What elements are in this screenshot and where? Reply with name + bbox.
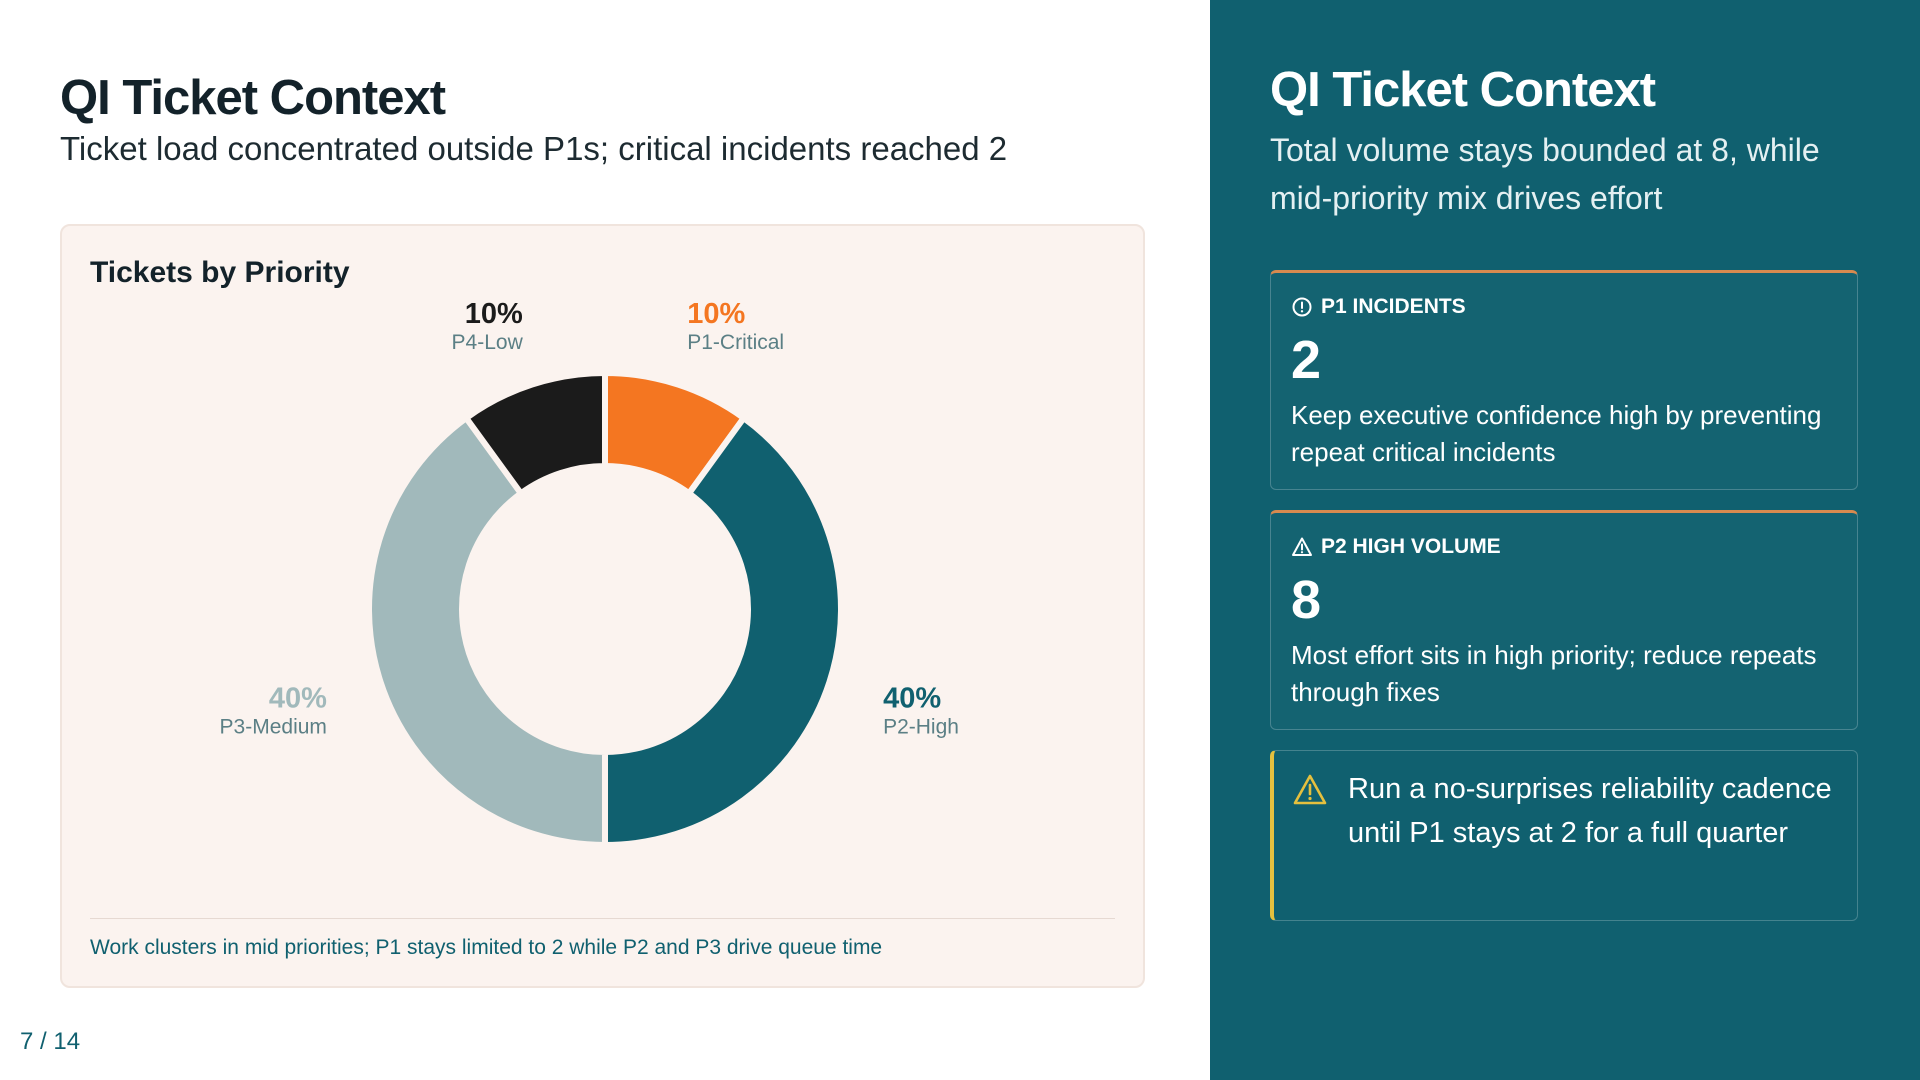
alert-circle-icon (1292, 297, 1312, 317)
card-value: 8 (1291, 570, 1322, 630)
donut-chart: 10%P1-Critical40%P2-High40%P3-Medium10%P… (220, 298, 959, 848)
chart-card: Tickets by Priority 10% P1-Critical 40% P2-… (60, 224, 1145, 988)
metric-card-p2-high-volume: P2 HIGH VOLUME 8 Most effort sits in hig… (1270, 510, 1858, 730)
slice-value-label: 40% (269, 682, 327, 714)
callout-box: Run a no-surprises reliability cadence u… (1270, 750, 1858, 921)
card-header: P1 INCIDENTS (1291, 295, 1466, 319)
card-value: 2 (1291, 330, 1322, 390)
page-number: 7 / 14 (20, 1028, 81, 1055)
slice-p4-low (463, 370, 608, 497)
slice-category-label: P3-Medium (220, 715, 327, 738)
metric-card-p1-incidents: P1 INCIDENTS 2 Keep executive confidence… (1270, 270, 1858, 490)
card-label: P1 INCIDENTS (1321, 295, 1466, 318)
right-panel: QI Ticket Context Total volume stays bou… (1210, 0, 1920, 1080)
card-description: Keep executive confidence high by preven… (1291, 400, 1822, 467)
slice-category-label: P4-Low (452, 331, 524, 354)
card-header: P2 HIGH VOLUME (1291, 535, 1501, 559)
callout-text: Run a no-surprises reliability cadence u… (1348, 773, 1832, 849)
slice-value-label: 40% (883, 682, 941, 714)
summary-subtitle: Total volume stays bounded at 8, while m… (1270, 132, 1820, 216)
warning-triangle-icon (1292, 537, 1312, 556)
page-subtitle: Ticket load concentrated outside P1s; cr… (60, 130, 1008, 167)
slice-p3-medium (366, 415, 608, 848)
card-description: Most effort sits in high priority; reduc… (1291, 640, 1817, 707)
slice-category-label: P2-High (883, 715, 959, 738)
chart-divider (90, 918, 1115, 919)
slice-value-label: 10% (687, 298, 745, 330)
left-panel: QI Ticket Context Ticket load concentrat… (20, 71, 1145, 1055)
warning-triangle-icon (1293, 774, 1327, 805)
card-label: P2 HIGH VOLUME (1321, 535, 1501, 558)
page-title: QI Ticket Context (60, 71, 446, 125)
slice-category-label: P1-Critical (687, 331, 784, 354)
slice-p2-high (602, 415, 844, 848)
chart-note: Work clusters in mid priorities; P1 stay… (90, 936, 883, 959)
slice-value-label: 10% (465, 298, 523, 330)
summary-title: QI Ticket Context (1270, 63, 1656, 117)
chart-title: Tickets by Priority (90, 256, 350, 289)
